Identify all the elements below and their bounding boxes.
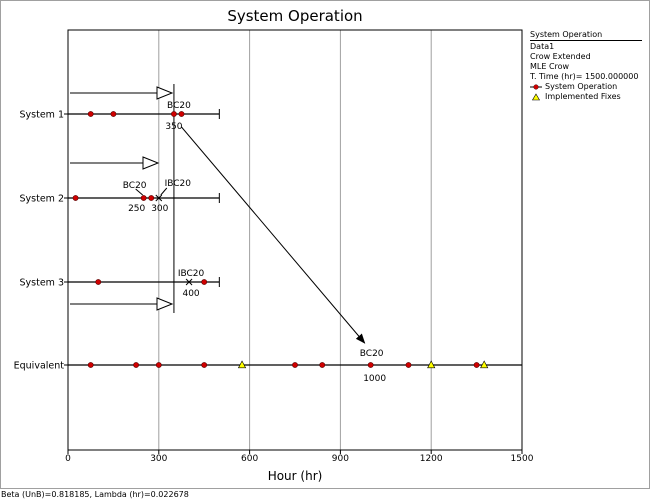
failure-point	[171, 111, 177, 117]
failure-point	[87, 111, 94, 117]
failure-point	[292, 362, 298, 368]
annotation-value: 300	[151, 204, 168, 214]
legend-label-system-operation: System Operation	[545, 82, 618, 91]
plot-border	[67, 29, 523, 451]
failure-point	[72, 195, 79, 201]
legend-title: System Operation	[530, 30, 642, 41]
failure-marker-icon	[530, 84, 542, 90]
phase-arrow-3-head	[156, 297, 174, 311]
failure-point	[201, 279, 208, 285]
annotation-label: BC20	[167, 101, 191, 111]
chart-title: System Operation	[227, 7, 363, 25]
phase-arrow-1-head	[156, 86, 174, 100]
annotation-value: 400	[182, 289, 199, 299]
x-tick-label: 1200	[420, 454, 443, 464]
phase-arrow-2-head	[142, 156, 160, 170]
annotation-value: 350	[165, 122, 182, 132]
annotation-x-marker	[185, 278, 193, 286]
failure-point	[87, 362, 94, 368]
row-label: System 2	[20, 194, 65, 205]
legend-entry-implemented-fixes: Implemented Fixes	[530, 92, 642, 102]
row-label: System 1	[20, 110, 65, 121]
failure-point	[133, 362, 139, 368]
annotation-label: BC20	[360, 349, 384, 359]
failure-point	[148, 195, 155, 201]
failure-point	[95, 279, 102, 285]
annotation-label: IBC20	[178, 269, 205, 279]
annotation-value: 250	[128, 204, 145, 214]
x-tick-label: 1500	[511, 454, 534, 464]
x-axis-label: Hour (hr)	[268, 469, 323, 483]
legend-line-data: Data1	[530, 42, 555, 51]
x-tick-label: 300	[150, 454, 167, 464]
annotation-value: 1000	[363, 374, 386, 384]
failure-point	[140, 195, 147, 201]
failure-point	[178, 111, 185, 117]
fix-point	[427, 360, 436, 369]
annotation-x-marker	[155, 194, 163, 202]
failure-point	[473, 362, 480, 368]
status-bar: Beta (UnB)=0.818185, Lambda (hr)=0.02267…	[1, 490, 189, 499]
failure-point	[201, 362, 208, 368]
chart-window	[0, 0, 650, 489]
fix-triangle-icon	[531, 93, 541, 101]
failure-point	[367, 362, 374, 368]
legend-line-method: MLE Crow	[530, 62, 570, 71]
legend-entry-system-operation: System Operation	[530, 82, 642, 92]
legend-label-implemented-fixes: Implemented Fixes	[545, 92, 621, 101]
failure-point	[155, 362, 162, 368]
chart-plot: 0 300 600 900 1200 1500 Hour (hr) System 1 Syste…	[14, 29, 534, 483]
x-tick-label: 600	[241, 454, 258, 464]
failure-point	[405, 362, 412, 368]
fix-point	[237, 360, 247, 369]
failure-point	[319, 362, 326, 368]
legend-line-model: Crow Extended	[530, 52, 591, 61]
x-tick-label: 0	[65, 454, 71, 464]
annotation-leader	[160, 187, 168, 196]
legend: System Operation Data1 Crow Extended MLE…	[530, 30, 642, 102]
failure-point	[110, 111, 117, 117]
annotation-label: IBC20	[165, 179, 192, 189]
legend-line-time: T. Time (hr)= 1500.000000	[530, 72, 639, 81]
fix-point	[480, 360, 489, 369]
transfer-arrow	[181, 126, 366, 344]
annotation-label: BC20	[123, 181, 147, 191]
row-label: Equivalent	[14, 361, 65, 372]
annotation-leader	[135, 188, 143, 196]
row-label: System 3	[20, 278, 65, 289]
x-tick-label: 900	[332, 454, 349, 464]
